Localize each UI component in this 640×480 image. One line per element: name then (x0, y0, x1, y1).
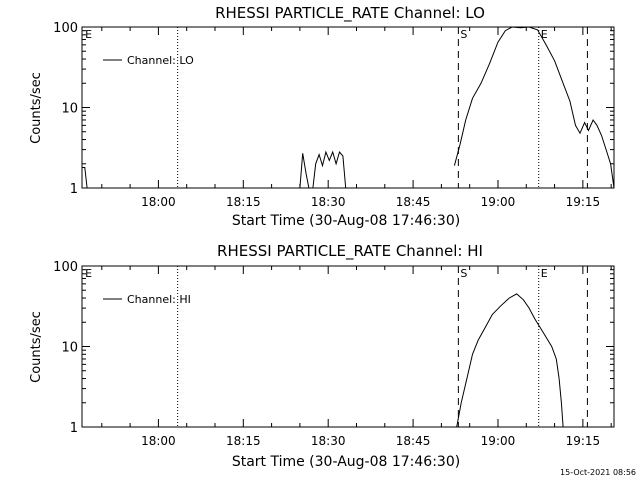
y-axis-label-hi: Counts/sec (29, 311, 44, 383)
y-tick-label: 10 (61, 341, 78, 356)
x-tick-label: 18:30 (311, 195, 346, 209)
y-tick-label: 100 (53, 260, 78, 275)
x-tick-label: 18:15 (226, 195, 261, 209)
series-line (453, 26, 615, 189)
panel-lo: RHESSI PARTICLE_RATE Channel: LO 18:00 18… (29, 4, 615, 229)
x-tick-label: 18:00 (141, 434, 176, 448)
y-tick-label: 1 (70, 421, 78, 436)
event-marker-label: E (541, 28, 548, 41)
panel-hi: RHESSI PARTICLE_RATE Channel: HI 18:00 18… (29, 242, 615, 470)
x-tick-label: 18:00 (141, 195, 176, 209)
x-tick-label: 18:45 (396, 434, 431, 448)
legend-label-hi: Channel: HI (127, 293, 191, 306)
footer-timestamp: 15-Oct-2021 08:56 (560, 468, 636, 477)
x-tick-label: 18:45 (396, 195, 431, 209)
y-tick-label: 100 (53, 21, 78, 36)
event-marker-label: S (460, 28, 467, 41)
x-tick-label: 18:15 (226, 434, 261, 448)
series-line (299, 153, 310, 189)
chart-title-lo: RHESSI PARTICLE_RATE Channel: LO (215, 4, 485, 23)
event-marker-label: S (460, 267, 467, 280)
event-marker-label: E (85, 28, 92, 41)
series-line (82, 167, 88, 189)
y-tick-label: 1 (70, 182, 78, 197)
x-tick-label: 19:15 (566, 434, 601, 448)
x-axis-label-hi: Start Time (30-Aug-08 17:46:30) (232, 454, 460, 470)
x-tick-label: 18:30 (311, 434, 346, 448)
x-tick-label: 19:00 (481, 195, 516, 209)
event-marker-label: E (85, 267, 92, 280)
plot-frame-hi (81, 265, 615, 428)
x-tick-label: 19:00 (481, 434, 516, 448)
series-line (456, 293, 564, 428)
y-axis-label-lo: Counts/sec (29, 72, 44, 144)
event-marker-label: E (541, 267, 548, 280)
y-tick-label: 10 (61, 102, 78, 117)
series-line (312, 150, 347, 189)
chart-title-hi: RHESSI PARTICLE_RATE Channel: HI (217, 242, 483, 261)
x-axis-label-lo: Start Time (30-Aug-08 17:46:30) (232, 213, 460, 229)
plot-frame-lo (81, 26, 615, 189)
x-tick-label: 19:15 (566, 195, 601, 209)
legend-label-lo: Channel: LO (127, 54, 194, 67)
